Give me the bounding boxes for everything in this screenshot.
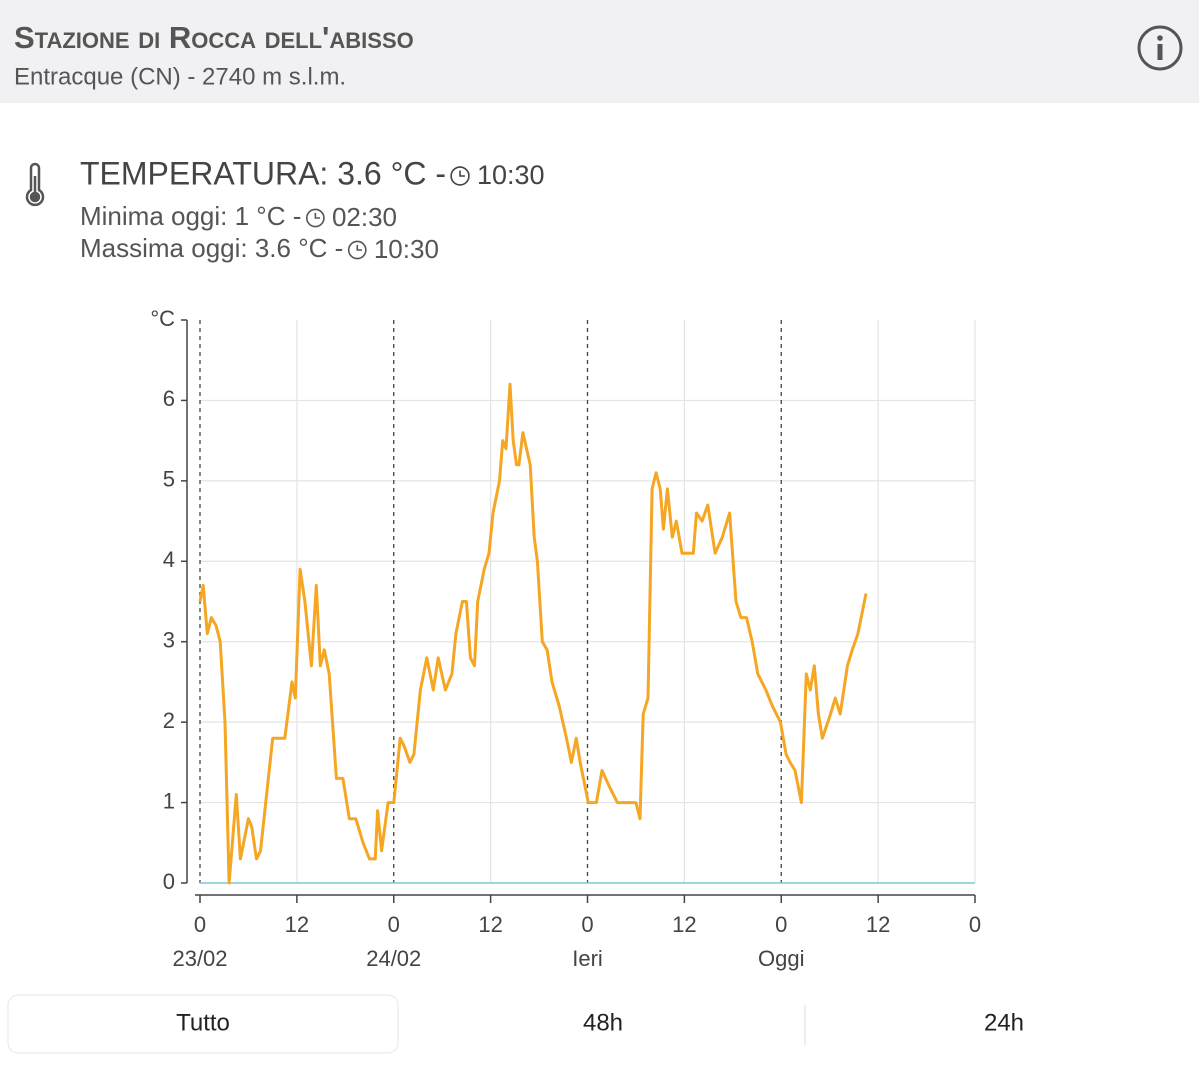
x-tick-label: 0	[775, 912, 787, 937]
range-button[interactable]: Tutto	[176, 1009, 230, 1036]
x-day-label: 23/02	[172, 946, 227, 971]
temperature-line	[198, 382, 868, 885]
y-tick-label: 4	[163, 547, 175, 572]
station-title: Stazione di Rocca dell'abisso	[14, 20, 414, 55]
x-day-label: Ieri	[572, 946, 603, 971]
x-tick-label: 0	[581, 912, 593, 937]
y-tick-label: 1	[163, 788, 175, 813]
thermometer-icon	[25, 162, 45, 207]
clock-icon	[305, 208, 325, 228]
button-bg	[7, 994, 399, 1054]
range-button[interactable]: 24h	[984, 1009, 1024, 1036]
reading-time: 10:30	[477, 160, 545, 190]
info-icon[interactable]	[1137, 25, 1183, 71]
clock-hands	[356, 244, 362, 251]
clock-hands	[314, 212, 321, 219]
clock-hands	[459, 170, 465, 177]
range-button[interactable]: 48h	[583, 1009, 623, 1036]
y-tick-label: 5	[163, 467, 175, 492]
reading-time: 02:30	[332, 202, 397, 232]
y-tick-label: 6	[163, 386, 175, 411]
y-axis-label: °C	[150, 306, 175, 331]
x-tick-label: 12	[285, 912, 309, 937]
x-tick-label: 0	[969, 912, 981, 937]
y-tick-label: 0	[163, 869, 175, 894]
reading-label: TEMPERATURA: 3.6 °C -	[80, 155, 446, 191]
clock-face	[450, 166, 470, 186]
x-tick-label: 12	[672, 912, 696, 937]
x-day-label: Oggi	[758, 946, 804, 971]
reading-label: Minima oggi: 1 °C -	[80, 201, 301, 231]
x-tick-label: 0	[194, 912, 206, 937]
clock-face	[347, 240, 367, 260]
x-tick-label: 12	[866, 912, 890, 937]
station-subtitle: Entracque (CN) - 2740 m s.l.m.	[14, 63, 346, 90]
clock-icon	[450, 166, 470, 186]
x-day-label: 24/02	[366, 946, 421, 971]
x-tick-label: 12	[478, 912, 502, 937]
y-tick-label: 3	[163, 628, 175, 653]
clock-face	[305, 208, 325, 228]
header-band	[0, 0, 1199, 103]
reading-time: 10:30	[374, 234, 439, 264]
clock-icon	[347, 240, 367, 260]
x-tick-label: 0	[388, 912, 400, 937]
reading-label: Massima oggi: 3.6 °C -	[80, 233, 343, 263]
y-tick-label: 2	[163, 708, 175, 733]
